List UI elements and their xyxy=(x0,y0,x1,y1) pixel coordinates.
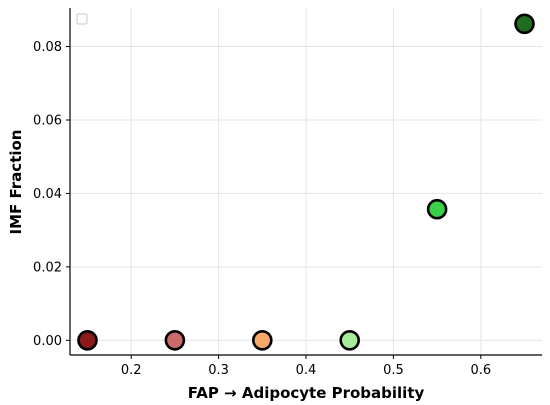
y-tick-label: 0.02 xyxy=(33,260,62,275)
scatter-point xyxy=(164,330,186,351)
grid xyxy=(70,8,542,355)
y-tick-label: 0.08 xyxy=(33,40,62,55)
y-axis-label: IMF Fraction xyxy=(7,130,25,235)
y-tick-label: 0.04 xyxy=(33,187,62,202)
scatter-point xyxy=(514,13,535,35)
y-tick-label: 0.06 xyxy=(33,113,62,128)
x-tick-label: 0.6 xyxy=(470,363,491,378)
legend-box xyxy=(76,13,88,25)
x-tick-label: 0.4 xyxy=(296,363,317,378)
x-tick-label: 0.2 xyxy=(121,363,142,378)
scatter-point xyxy=(251,330,273,351)
x-axis-label: FAP → Adipocyte Probability xyxy=(188,384,425,402)
scatter-point xyxy=(426,198,448,220)
x-tick-label: 0.5 xyxy=(383,363,404,378)
y-tick-label: 0.00 xyxy=(33,334,62,349)
data-points xyxy=(77,13,535,351)
x-tick-label: 0.3 xyxy=(208,363,229,378)
scatter-point xyxy=(77,330,98,351)
scatter-point xyxy=(339,330,361,351)
ticks: 0.2 0.3 0.4 0.5 0.6 0.00 0.02 0.04 0.06 0.08 xyxy=(33,40,491,378)
